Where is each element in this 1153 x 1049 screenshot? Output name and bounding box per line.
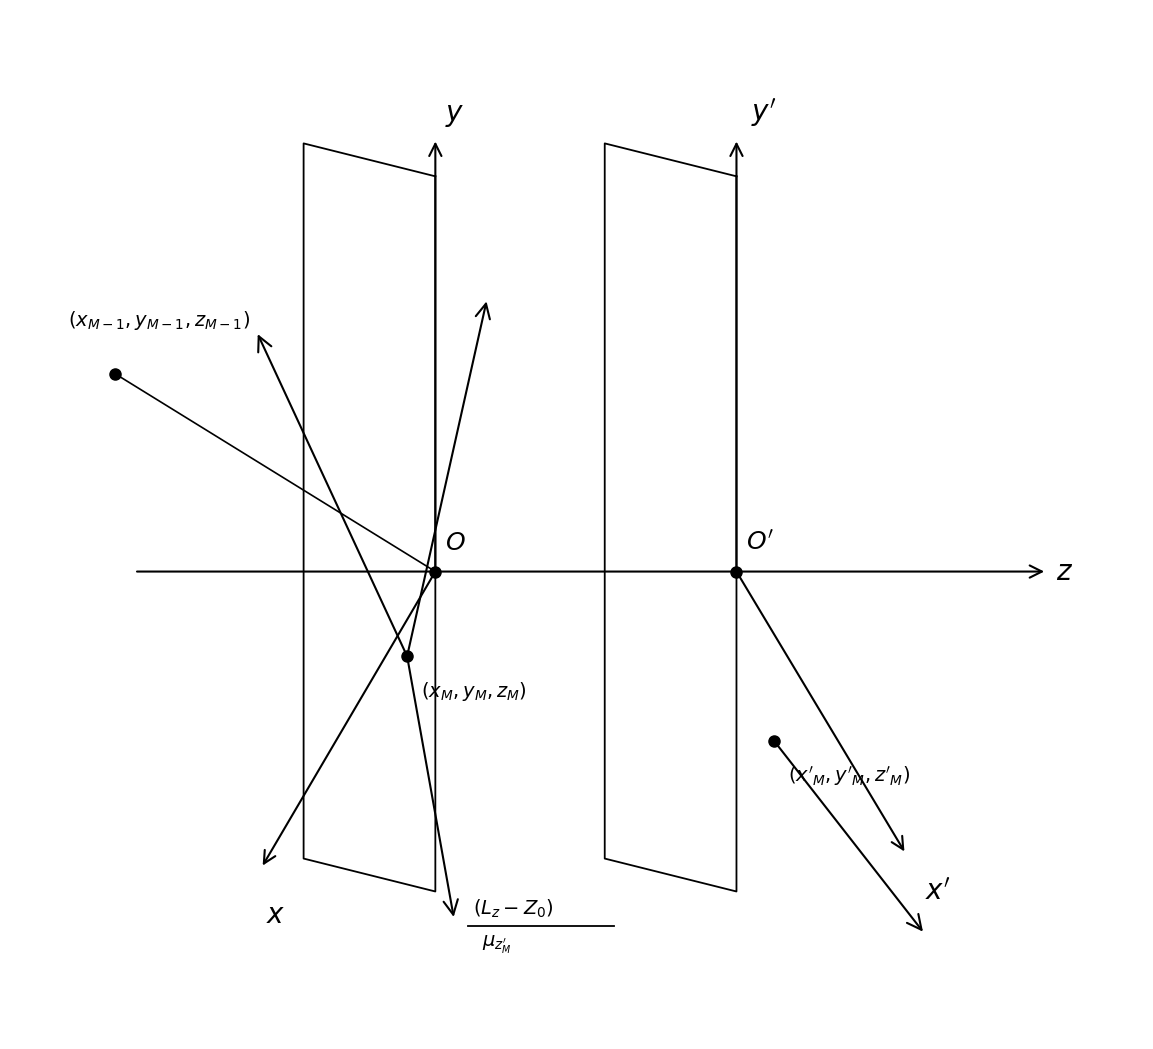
Text: $(L_z - Z_0)$: $(L_z - Z_0)$	[473, 898, 553, 920]
Text: $x'$: $x'$	[925, 877, 950, 905]
Text: $O$: $O$	[445, 531, 466, 555]
Text: $y$: $y$	[445, 102, 465, 129]
Text: $y'$: $y'$	[751, 97, 776, 129]
Text: $(x_{M-1}, y_{M-1}, z_{M-1})$: $(x_{M-1}, y_{M-1}, z_{M-1})$	[68, 308, 250, 331]
Text: $\mu_{z^\prime_M}$: $\mu_{z^\prime_M}$	[482, 934, 512, 956]
Text: $x$: $x$	[265, 901, 285, 929]
Text: $O'$: $O'$	[746, 531, 774, 555]
Text: $z$: $z$	[1056, 558, 1073, 585]
Text: $(x_M, y_M, z_M)$: $(x_M, y_M, z_M)$	[421, 680, 527, 703]
Text: $(x'_M, y'_M, z'_M)$: $(x'_M, y'_M, z'_M)$	[789, 765, 910, 789]
